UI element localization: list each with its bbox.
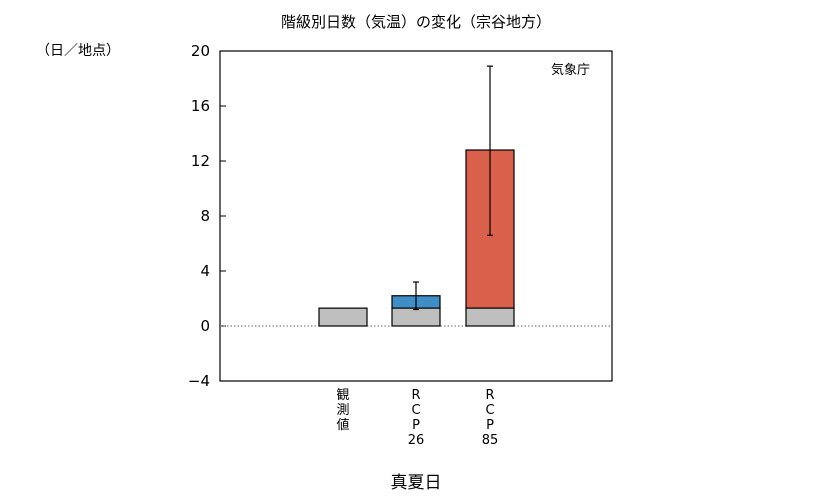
chart-title: 階級別日数（気温）の変化（宗谷地方） <box>281 13 551 31</box>
category-label-rcp26: C <box>411 403 420 418</box>
category-label-obs: 観 <box>336 388 349 403</box>
y-axis: 20 16 12 8 4 0 −4 <box>188 42 226 390</box>
category-label-rcp26: P <box>412 418 420 433</box>
bar-present-rcp85 <box>465 307 515 327</box>
bar-group <box>318 65 515 327</box>
category-label-obs: 値 <box>336 417 349 433</box>
y-tick-label: 4 <box>200 262 210 280</box>
category-label-rcp85: R <box>485 388 494 403</box>
y-tick-label: 16 <box>191 97 210 115</box>
y-tick-label: 20 <box>191 42 210 60</box>
category-label-rcp26: R <box>411 388 420 403</box>
source-label: 気象庁 <box>551 62 590 78</box>
category-label-rcp85: P <box>486 418 494 433</box>
y-axis-unit: （日／地点） <box>36 43 120 59</box>
y-tick-label: 0 <box>200 317 210 335</box>
y-tick-label: 8 <box>200 207 210 225</box>
plot-area <box>219 50 613 382</box>
x-axis-label: 真夏日 <box>391 473 442 493</box>
bar-present-rcp26 <box>391 307 441 327</box>
y-tick-label: −4 <box>188 372 210 390</box>
category-label-rcp85: C <box>485 403 494 418</box>
y-tick-label: 12 <box>191 152 210 170</box>
bar-present-obs <box>318 307 368 327</box>
category-label-rcp26: 26 <box>408 433 425 448</box>
category-label-obs: 測 <box>336 403 349 418</box>
category-label-rcp85: 85 <box>482 433 499 448</box>
